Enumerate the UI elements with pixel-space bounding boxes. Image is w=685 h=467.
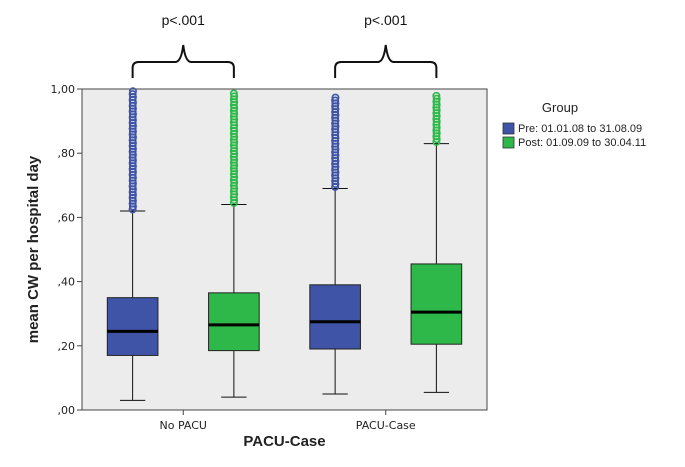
significance-bracket	[334, 44, 438, 78]
y-axis: ,00 ,20 ,40 ,60 ,80 1,00	[51, 83, 82, 417]
significance-label: p<.001	[162, 12, 205, 28]
outlier-point	[229, 89, 238, 98]
outlier-point	[331, 96, 340, 105]
outlier-point	[331, 93, 340, 102]
x-axis: No PACU PACU-Case	[160, 410, 416, 432]
boxes-layer	[106, 87, 463, 401]
box-iqr	[309, 284, 361, 350]
y-tick-label: ,40	[58, 276, 76, 289]
y-tick-label: ,60	[58, 211, 76, 224]
outlier-point	[128, 87, 137, 96]
plot-area	[81, 88, 488, 411]
outlier-point	[432, 94, 441, 103]
x-tick-label: No PACU	[160, 419, 207, 432]
legend-label-pre: Pre: 01.01.08 to 31.08.09	[518, 123, 642, 135]
box-iqr	[410, 263, 463, 345]
legend: Group Pre: 01.01.08 to 31.08.09 Post: 01…	[502, 100, 646, 149]
y-tick-label: ,20	[58, 340, 76, 353]
legend-label-post: Post: 01.09.09 to 30.04.11	[518, 137, 646, 149]
y-tick-label: 1,00	[51, 83, 76, 96]
box-iqr	[106, 297, 159, 356]
legend-swatch-pre	[502, 122, 515, 135]
outlier-point	[432, 91, 441, 100]
significance-annotations: p<.001 p<.001	[131, 12, 438, 78]
x-tick-label: PACU-Case	[356, 419, 416, 432]
significance-bracket	[131, 44, 235, 78]
y-tick-label: ,80	[58, 147, 76, 160]
outlier-point	[128, 90, 137, 99]
legend-title: Group	[542, 100, 578, 115]
legend-swatch-post	[502, 136, 515, 149]
x-axis-title: PACU-Case	[243, 433, 325, 450]
y-tick-label: ,00	[58, 404, 76, 417]
outlier-point	[230, 92, 239, 101]
significance-label: p<.001	[364, 12, 407, 28]
box-iqr	[208, 292, 260, 352]
y-axis-title: mean CW per hospital day	[25, 155, 42, 343]
